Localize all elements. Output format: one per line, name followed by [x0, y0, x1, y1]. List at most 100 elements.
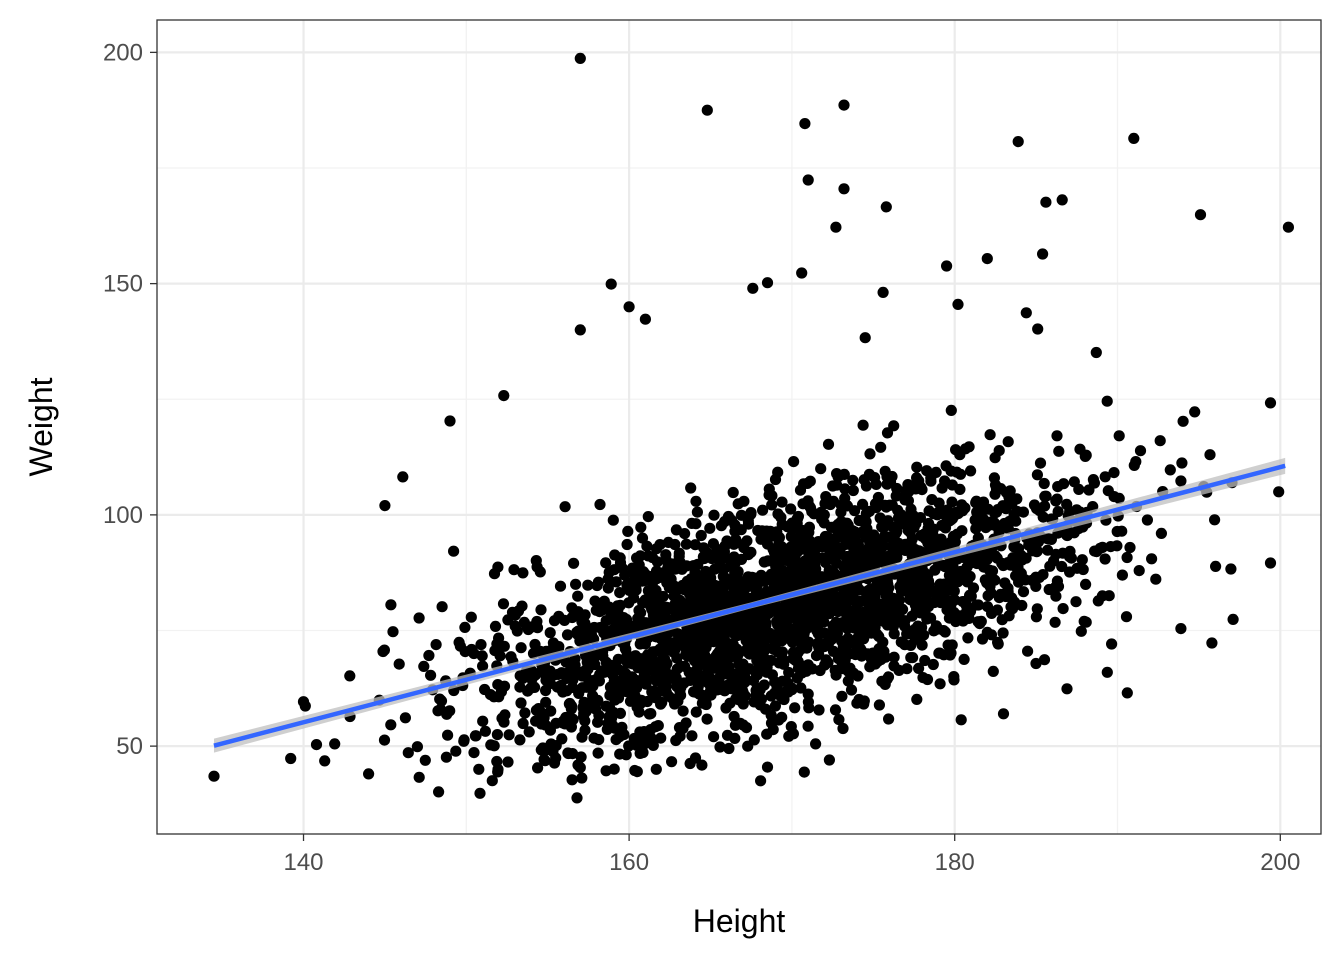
data-point	[1050, 495, 1062, 507]
data-point	[848, 580, 860, 592]
data-point	[958, 653, 970, 666]
data-point	[808, 612, 820, 625]
data-point	[502, 756, 514, 768]
data-point	[899, 544, 911, 557]
data-point	[792, 510, 805, 523]
major-gridlines	[157, 20, 1321, 834]
data-point	[630, 582, 642, 595]
data-point	[623, 597, 635, 609]
data-point	[593, 734, 605, 746]
data-point	[759, 616, 772, 628]
data-point	[635, 607, 647, 619]
data-point	[647, 606, 659, 619]
data-point	[1017, 506, 1029, 518]
data-point	[847, 474, 859, 486]
data-point	[526, 673, 538, 685]
data-point	[955, 714, 967, 726]
data-point	[673, 547, 685, 559]
data-point	[1051, 430, 1063, 442]
data-point	[515, 642, 527, 654]
data-point	[604, 702, 616, 714]
data-point	[614, 552, 626, 564]
data-point	[544, 627, 556, 639]
data-point	[802, 174, 814, 186]
data-point	[695, 589, 707, 601]
data-point	[523, 726, 535, 738]
data-point	[642, 550, 654, 562]
data-point	[516, 600, 528, 612]
data-point	[810, 738, 822, 750]
data-point	[532, 762, 544, 774]
data-point	[1032, 323, 1044, 335]
data-point	[766, 499, 778, 511]
data-point	[858, 474, 870, 486]
data-point	[912, 620, 924, 632]
data-point	[938, 649, 950, 661]
data-point	[677, 705, 689, 717]
data-point	[402, 747, 414, 759]
data-point	[486, 775, 498, 787]
data-point	[558, 614, 571, 627]
data-point	[685, 482, 697, 494]
data-point	[669, 586, 682, 598]
data-point	[622, 525, 634, 538]
data-point	[708, 509, 720, 521]
data-point	[319, 755, 331, 767]
data-point	[434, 703, 447, 715]
data-point	[614, 748, 626, 760]
data-point	[1009, 555, 1021, 567]
data-point	[444, 415, 456, 427]
data-point	[751, 654, 763, 667]
data-point	[785, 682, 798, 694]
data-point	[836, 603, 849, 615]
minor-gridlines	[157, 20, 1321, 834]
y-tick-label: 100	[103, 502, 143, 529]
data-point	[978, 561, 990, 573]
data-point	[747, 282, 759, 294]
data-point	[440, 751, 452, 763]
data-point	[737, 696, 749, 708]
data-point	[1080, 578, 1092, 591]
data-point	[675, 681, 687, 694]
data-point	[592, 716, 604, 728]
data-point	[1103, 590, 1115, 602]
data-point	[775, 576, 788, 588]
data-point	[433, 786, 445, 798]
data-point	[491, 638, 503, 650]
data-point	[442, 729, 454, 741]
data-point	[572, 625, 584, 637]
data-point	[618, 612, 630, 625]
data-point	[574, 324, 586, 336]
data-point	[1053, 445, 1065, 457]
data-point	[856, 646, 868, 658]
data-point	[962, 632, 974, 644]
data-point	[954, 483, 966, 495]
data-point	[709, 682, 722, 694]
data-point	[701, 104, 713, 116]
data-point	[1134, 445, 1147, 457]
data-point	[606, 712, 618, 724]
data-point	[1044, 560, 1056, 572]
data-point	[649, 721, 662, 733]
data-point	[815, 506, 827, 518]
data-point	[613, 731, 626, 743]
data-point	[981, 626, 993, 639]
data-point	[832, 518, 844, 530]
data-point	[926, 494, 938, 506]
data-point	[896, 616, 908, 628]
data-point	[594, 498, 606, 511]
data-point	[817, 552, 829, 564]
data-point	[986, 565, 999, 577]
data-point	[847, 484, 859, 497]
data-point	[884, 553, 896, 565]
data-point	[765, 709, 777, 721]
data-point	[624, 695, 637, 707]
panel-border	[156, 19, 1322, 835]
data-point	[880, 201, 892, 213]
data-point	[576, 772, 588, 784]
data-point	[1102, 485, 1114, 497]
data-point	[809, 570, 821, 582]
data-point	[310, 739, 323, 751]
data-point	[787, 543, 800, 555]
data-point	[1031, 469, 1043, 481]
